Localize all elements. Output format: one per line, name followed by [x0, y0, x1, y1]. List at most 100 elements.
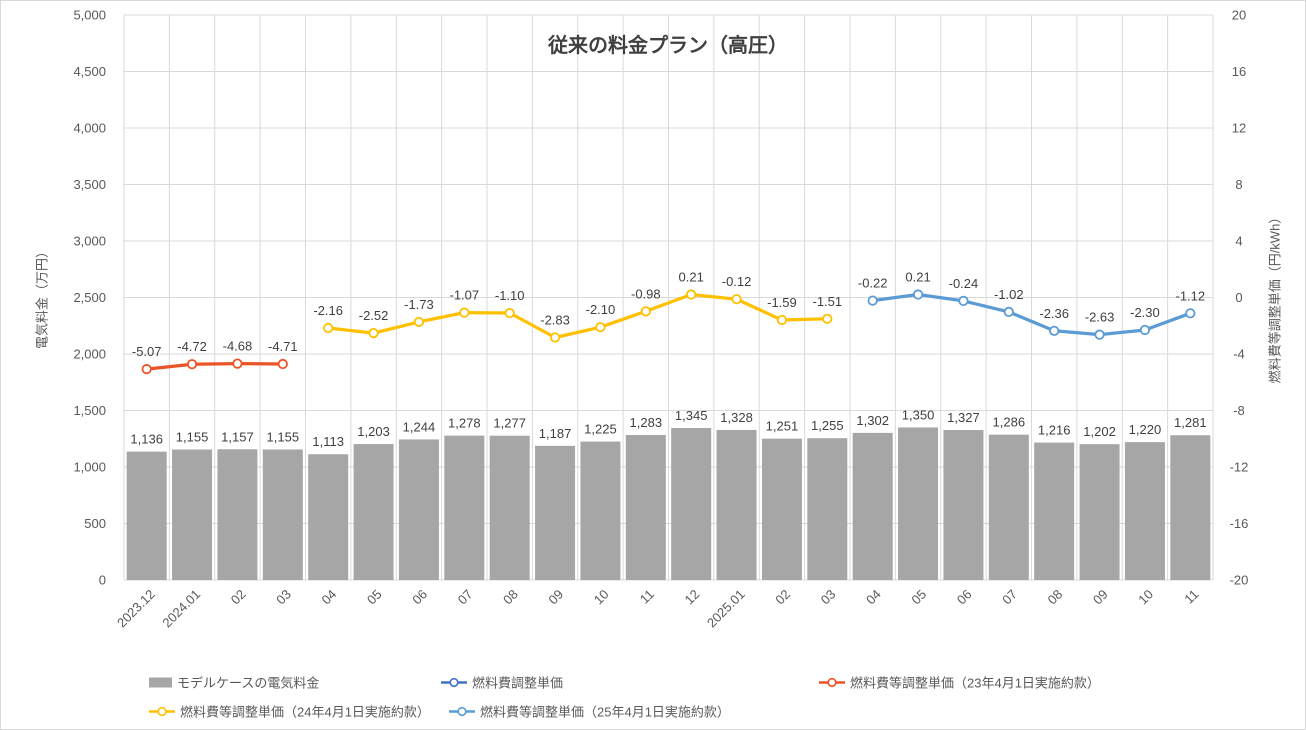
left-axis-tick-label: 5,000 — [73, 8, 106, 23]
line-marker — [595, 322, 606, 333]
legend-bar-swatch-icon — [149, 677, 172, 687]
bar — [716, 429, 757, 580]
x-axis-tick-label: 03 — [273, 587, 294, 608]
line-marker — [459, 307, 470, 318]
bar-data-label: 1,187 — [539, 426, 572, 441]
line-marker — [776, 314, 788, 326]
line-data-label: -1.51 — [812, 294, 842, 309]
line-data-label: -2.16 — [313, 303, 343, 318]
line-marker — [912, 289, 924, 300]
line-data-label: -1.10 — [495, 288, 525, 303]
legend-item-label: 燃料費等調整単価（25年4月1日実施約款） — [480, 704, 730, 720]
left-axis-tick-label: 2,000 — [73, 347, 106, 362]
line-data-label: -0.98 — [631, 286, 661, 301]
right-axis-tick-label: 12 — [1232, 121, 1246, 136]
x-axis-tick-label: 03 — [818, 587, 839, 608]
bar — [1034, 442, 1075, 580]
x-axis-tick-label: 11 — [1181, 587, 1201, 607]
bar-data-label: 1,157 — [221, 429, 254, 444]
line-data-label: -1.73 — [404, 297, 434, 312]
right-axis-tick-label: 20 — [1232, 8, 1246, 23]
bar — [671, 428, 712, 580]
right-axis-tick-label: -16 — [1230, 516, 1249, 531]
left-axis-tick-label: 2,500 — [73, 290, 106, 305]
x-axis-tick-label: 08 — [1044, 587, 1065, 608]
x-axis-tick-label: 2025.01 — [704, 587, 748, 631]
line-data-label: -5.07 — [132, 344, 162, 359]
legend-line-swatch-icon — [449, 705, 475, 717]
bar-data-label: 1,327 — [947, 410, 980, 425]
line-data-label: -0.22 — [858, 276, 888, 291]
line-series — [326, 292, 829, 340]
line-marker — [1094, 329, 1105, 340]
bar — [852, 432, 893, 580]
right-axis-tick-label: 8 — [1235, 177, 1242, 192]
left-axis-tick-label: 4,500 — [73, 64, 106, 79]
x-axis-tick-label: 04 — [318, 587, 339, 608]
line-marker — [958, 295, 969, 306]
legend-item: 燃料費等調整単価（25年4月1日実施約款） — [449, 702, 730, 721]
line-data-label: -1.07 — [449, 288, 479, 303]
line-data-label: -2.52 — [359, 308, 389, 323]
line-marker — [867, 295, 878, 306]
line-data-label: -4.68 — [223, 339, 253, 354]
left-axis-tick-label: 3,000 — [73, 234, 106, 249]
bar — [1170, 435, 1211, 580]
bar-data-label: 1,328 — [720, 410, 753, 425]
line-marker — [549, 332, 561, 343]
bar — [217, 449, 258, 580]
bar-data-label: 1,113 — [312, 434, 344, 449]
legend-item-label: 燃料費等調整単価（23年4月1日実施約款） — [850, 675, 1100, 691]
line-marker — [1003, 306, 1014, 318]
bar-data-label: 1,286 — [993, 415, 1026, 430]
legend-line-swatch-icon — [149, 705, 175, 717]
bar-data-label: 1,244 — [403, 419, 436, 434]
bar-data-label: 1,302 — [856, 413, 889, 428]
line-data-label: -0.12 — [722, 274, 752, 289]
x-axis-tick-label: 04 — [863, 587, 884, 608]
line-marker — [413, 316, 425, 328]
line-data-label: -4.72 — [177, 339, 207, 354]
bar — [761, 438, 802, 580]
line-marker — [1185, 308, 1196, 319]
bar-data-label: 1,345 — [675, 408, 708, 423]
x-axis-tick-label: 09 — [1090, 587, 1111, 608]
right-axis-tick-label: 4 — [1235, 234, 1242, 249]
legend-item: 燃料費等調整単価（24年4月1日実施約款） — [149, 702, 430, 721]
x-axis-tick-label: 06 — [409, 587, 430, 608]
line-marker — [323, 322, 334, 334]
bar-data-label: 1,255 — [811, 418, 844, 433]
x-axis-tick-label: 09 — [545, 587, 566, 608]
bar-data-label: 1,216 — [1038, 423, 1071, 438]
line-marker — [640, 306, 651, 317]
x-axis-tick-label: 05 — [908, 587, 929, 608]
line-data-label: -2.30 — [1130, 305, 1160, 320]
chart-title: 従来の料金プラン（高圧） — [548, 35, 788, 57]
line-marker — [731, 294, 742, 305]
left-axis-tick-label: 3,500 — [73, 177, 106, 192]
line-data-label: 0.21 — [679, 270, 704, 285]
line-marker — [686, 289, 697, 300]
bar-data-label: 1,278 — [448, 416, 481, 431]
left-axis-tick-label: 0 — [99, 573, 106, 588]
bar — [489, 435, 530, 580]
line-data-label: -4.71 — [268, 339, 298, 354]
line-marker — [504, 307, 515, 319]
legend-item-label: 燃料費等調整単価（24年4月1日実施約款） — [180, 704, 430, 720]
bar — [444, 435, 485, 580]
x-axis-tick-label: 2024.01 — [159, 587, 203, 631]
legend-line-swatch-icon — [819, 676, 845, 688]
x-axis-tick-label: 10 — [591, 587, 612, 608]
left-axis-tick-label: 1,500 — [73, 403, 106, 418]
line-data-label: -2.63 — [1085, 310, 1115, 325]
x-axis-tick-label: 07 — [455, 587, 476, 608]
line-marker — [232, 358, 243, 369]
bar — [308, 454, 349, 580]
legend-item-label: モデルケースの電気料金 — [177, 675, 320, 691]
bar — [943, 430, 984, 580]
line-marker — [822, 313, 833, 324]
right-axis-tick-label: 16 — [1232, 64, 1246, 79]
line-data-label: 0.21 — [905, 270, 930, 285]
